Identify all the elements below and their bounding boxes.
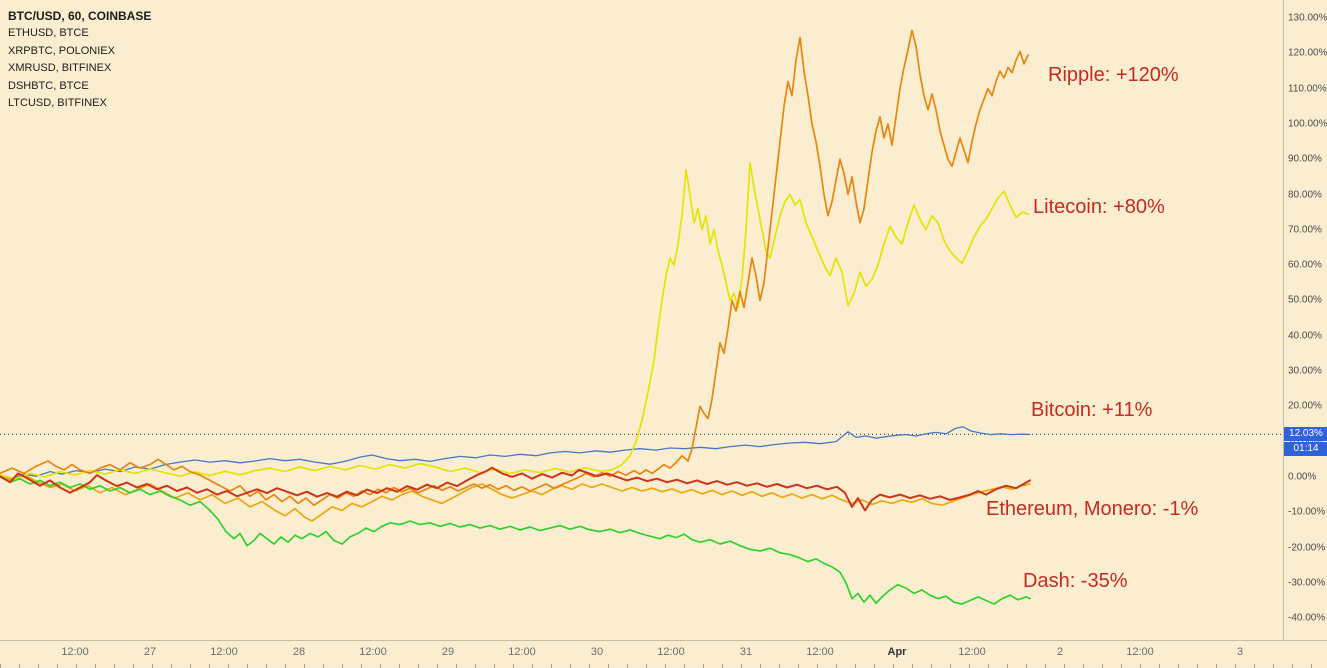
price-axis-label: 80.00% xyxy=(1288,189,1322,200)
price-axis-label: 130.00% xyxy=(1288,12,1327,24)
price-axis-label: 20.00% xyxy=(1288,400,1322,412)
time-axis-label: 12:00 xyxy=(359,646,387,658)
legend-compare-symbol[interactable]: ETHUSD, BTCE xyxy=(8,27,89,39)
legend-compare-symbol[interactable]: XRPBTC, POLONIEX xyxy=(8,44,115,57)
price-axis-label: -10.00% xyxy=(1288,506,1326,518)
time-axis[interactable]: 12:00 27 12:00 28 12:00 29 12:00 30 12:00 31 12:00… xyxy=(0,640,1327,668)
time-axis-label: 12:00 xyxy=(657,646,685,658)
annotation-bitcoin[interactable]: Bitcoin: +11% xyxy=(1031,399,1153,421)
time-axis-label: 12:00 xyxy=(1126,646,1154,658)
ethereum-series-line[interactable] xyxy=(0,466,1031,512)
bitcoin-series-line[interactable] xyxy=(0,426,1031,480)
time-axis-label: 12:00 xyxy=(806,646,834,658)
time-axis-label: Apr xyxy=(887,646,907,658)
price-axis-label: 70.00% xyxy=(1288,224,1322,236)
time-axis-label: 30 xyxy=(590,646,604,658)
price-axis-label: 120.00% xyxy=(1288,47,1327,59)
ripple-series-line[interactable] xyxy=(0,29,1029,507)
price-axis-label: 10.00% xyxy=(1288,436,1322,447)
legend-main-symbol[interactable]: BTC/USD, 60, COINBASE xyxy=(8,9,152,23)
time-axis-label: 31 xyxy=(739,646,753,658)
time-axis-label: 12:00 xyxy=(958,646,986,658)
price-axis-label: 0.00% xyxy=(1288,471,1317,483)
last-price-tag: 12.03% xyxy=(1284,427,1327,442)
time-axis-label: 12:00 xyxy=(210,646,238,658)
price-axis-label: 100.00% xyxy=(1288,118,1327,130)
price-axis-label: 40.00% xyxy=(1288,330,1322,342)
annotation-litecoin[interactable]: Litecoin: +80% xyxy=(1033,196,1165,218)
price-axis-label: 30.00% xyxy=(1288,365,1322,377)
price-axis-label: -40.00% xyxy=(1288,612,1326,624)
chart-legend: BTC/USD, 60, COINBASE ETHUSD, BTCE XRPBT… xyxy=(8,8,151,113)
monero-series-line[interactable] xyxy=(0,474,1031,522)
time-axis-label: 12:00 xyxy=(61,646,89,658)
price-axis-label: -30.00% xyxy=(1288,577,1326,589)
price-axis-label: -20.00% xyxy=(1288,542,1326,553)
price-chart-canvas[interactable] xyxy=(0,0,1283,640)
bar-countdown-tag: 01:14 xyxy=(1284,442,1327,457)
time-axis-label: 12:00 xyxy=(508,646,536,658)
litecoin-series-line[interactable] xyxy=(0,161,1029,480)
time-axis-label: 29 xyxy=(441,646,455,658)
time-axis-label: 2 xyxy=(1056,646,1064,658)
legend-compare-symbol[interactable]: LTCUSD, BITFINEX xyxy=(8,97,107,109)
last-price-value: 12.03% xyxy=(1289,428,1323,440)
bar-countdown-value: 01:14 xyxy=(1293,443,1319,455)
price-axis-label: 110.00% xyxy=(1288,83,1327,95)
price-axis-label: 60.00% xyxy=(1288,259,1322,271)
price-axis[interactable]: 12.03% 01:14 130.00% 120.00% 110.00% 100.00… xyxy=(1283,0,1327,640)
annotation-dash[interactable]: Dash: -35% xyxy=(1023,570,1128,592)
price-axis-label: 50.00% xyxy=(1288,294,1322,306)
annotation-ripple[interactable]: Ripple: +120% xyxy=(1048,64,1179,86)
time-axis-ticks xyxy=(0,664,1327,668)
annotation-ethereum-monero[interactable]: Ethereum, Monero: -1% xyxy=(986,498,1199,520)
legend-compare-symbol[interactable]: XMRUSD, BITFINEX xyxy=(8,62,112,74)
time-axis-label: 28 xyxy=(292,646,306,658)
price-axis-label: 90.00% xyxy=(1288,153,1322,165)
dash-series-line[interactable] xyxy=(0,476,1031,605)
legend-compare-symbol[interactable]: DSHBTC, BTCE xyxy=(8,79,89,92)
time-axis-label: 3 xyxy=(1236,646,1244,658)
time-axis-label: 27 xyxy=(143,646,157,658)
